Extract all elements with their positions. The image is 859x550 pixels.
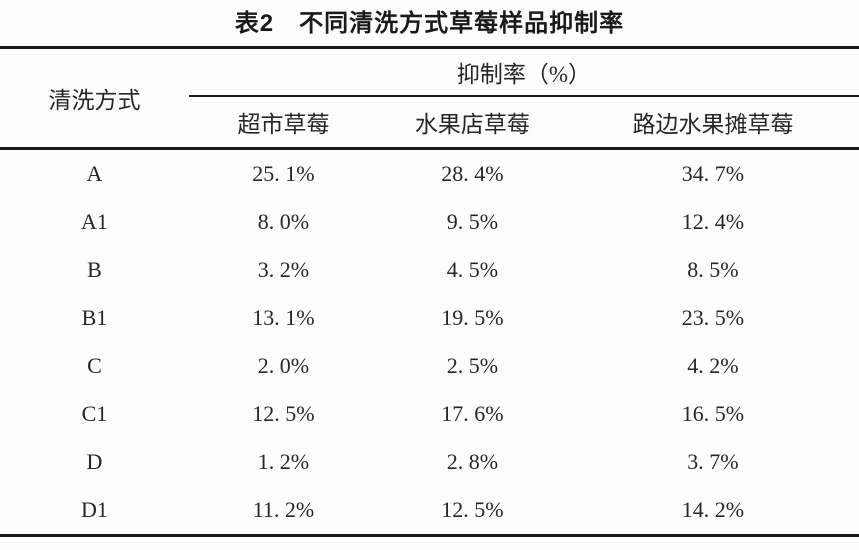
cell-value: 14. 2% bbox=[681, 497, 745, 522]
cell-value: 28. 4% bbox=[441, 161, 504, 186]
cell-value: 25. 1% bbox=[252, 161, 315, 186]
column-header-fruit-store-strawberry: 水果店草莓 bbox=[414, 112, 530, 137]
header-row-sub: 超市草莓 水果店草莓 路边水果摊草莓 bbox=[0, 96, 859, 149]
row-label: A bbox=[86, 161, 103, 186]
cell-value: 9. 5% bbox=[446, 209, 499, 234]
cell-value: 8. 0% bbox=[257, 209, 310, 234]
cell-value: 34. 7% bbox=[681, 161, 745, 186]
cell-value: 23. 5% bbox=[681, 305, 745, 330]
table-body: A 25. 1% 28. 4% 34. 7% A1 8. 0% 9. 5% 12… bbox=[0, 149, 859, 536]
cell-value: 19. 5% bbox=[441, 305, 504, 330]
row-label: C bbox=[87, 353, 102, 378]
table-row-c: C 2. 0% 2. 5% 4. 2% bbox=[0, 342, 859, 390]
cell-value: 16. 5% bbox=[681, 401, 745, 426]
row-label: D bbox=[86, 449, 103, 474]
table-row-b: B 3. 2% 4. 5% 8. 5% bbox=[0, 246, 859, 294]
row-label: B bbox=[87, 257, 102, 282]
cell-value: 4. 5% bbox=[446, 257, 499, 282]
table-row-d: D 1. 2% 2. 8% 3. 7% bbox=[0, 438, 859, 486]
row-label: D1 bbox=[81, 497, 108, 522]
cell-value: 4. 2% bbox=[687, 353, 739, 378]
header-row-group: 清洗方式 抑制率（%） bbox=[0, 47, 859, 113]
table-row-d1: D1 11. 2% 12. 5% 14. 2% bbox=[0, 486, 859, 536]
row-label: C1 bbox=[81, 401, 108, 426]
table-row-a: A 25. 1% 28. 4% 34. 7% bbox=[0, 149, 859, 199]
table-header: 清洗方式 抑制率（%） 超市草莓 水果店草莓 路边水果摊草莓 bbox=[0, 47, 859, 149]
inhibition-rate-table: 清洗方式 抑制率（%） 超市草莓 水果店草莓 路边水果摊草莓 A 25. 1% … bbox=[0, 46, 859, 537]
cell-value: 13. 1% bbox=[252, 305, 315, 330]
column-group-header-inhibition-rate: 抑制率（%） bbox=[188, 47, 859, 97]
table-row-c1: C1 12. 5% 17. 6% 16. 5% bbox=[0, 390, 859, 438]
column-header-supermarket-strawberry: 超市草莓 bbox=[237, 112, 330, 137]
column-header-wash-method: 清洗方式 bbox=[48, 88, 141, 113]
cell-value: 12. 4% bbox=[681, 209, 745, 234]
cell-value: 1. 2% bbox=[257, 449, 310, 474]
table-row-a1: A1 8. 0% 9. 5% 12. 4% bbox=[0, 198, 859, 246]
cell-value: 12. 5% bbox=[252, 401, 315, 426]
table-row-b1: B1 13. 1% 19. 5% 23. 5% bbox=[0, 294, 859, 342]
cell-value: 2. 0% bbox=[257, 353, 310, 378]
cell-value: 3. 2% bbox=[257, 257, 310, 282]
row-label: B1 bbox=[81, 305, 108, 330]
table-title: 表2 不同清洗方式草莓样品抑制率 bbox=[234, 10, 625, 37]
cell-value: 2. 5% bbox=[446, 353, 499, 378]
cell-value: 2. 8% bbox=[446, 449, 499, 474]
cell-value: 11. 2% bbox=[252, 497, 315, 522]
row-label: A1 bbox=[81, 209, 108, 234]
cell-value: 8. 5% bbox=[687, 257, 739, 282]
column-header-roadside-stand-strawberry: 路边水果摊草莓 bbox=[632, 112, 794, 137]
cell-value: 3. 7% bbox=[687, 449, 739, 474]
cell-value: 17. 6% bbox=[441, 401, 504, 426]
cell-value: 12. 5% bbox=[441, 497, 504, 522]
